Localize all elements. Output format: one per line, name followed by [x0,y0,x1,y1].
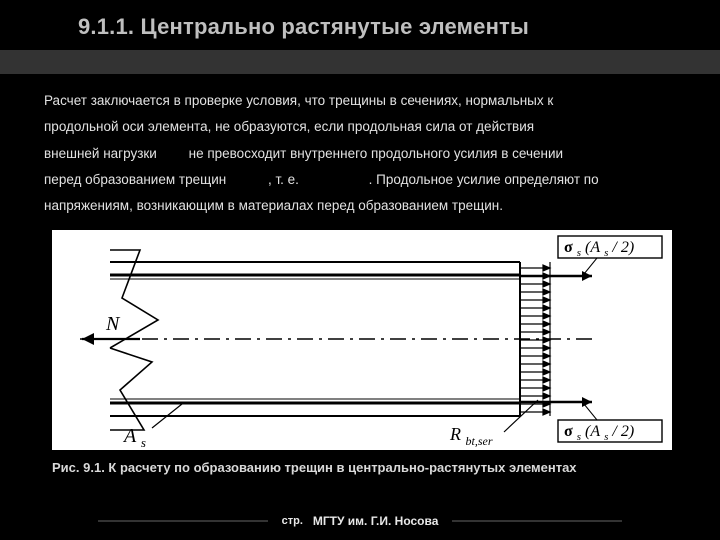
para-line-2: продольной оси элемента, не образуются, … [44,119,534,134]
figure-diagram: N [52,230,672,450]
para-line-1: Расчет заключается в проверке условия, ч… [44,93,553,108]
body-paragraph: Расчет заключается в проверке условия, ч… [0,74,720,230]
figure-caption: Рис. 9.1. К расчету по образованию трещи… [0,450,720,475]
label-N: N [105,313,121,335]
title-underline-bar [0,50,720,74]
para-line-3b: не превосходит внутреннего продольного у… [189,146,563,161]
footer-rule-right [452,520,622,522]
section-title: 9.1.1. Центрально растянутые элементы [0,0,720,50]
para-line-4c: . Продольное усилие определяют по [369,172,599,187]
svg-text:R bt,ser: R bt,ser [449,424,493,448]
footer-rule-left [98,520,268,522]
para-line-4a: перед образованием трещин [44,172,226,187]
para-line-4b: , т. е. [268,172,299,187]
page-footer: стр. МГТУ им. Г.И. Носова [0,514,720,528]
footer-university: МГТУ им. Г.И. Носова [313,514,439,528]
para-line-3a: внешней нагрузки [44,146,157,161]
para-line-5: напряжениям, возникающим в материалах пе… [44,198,503,213]
page-number-prefix: стр. [282,515,303,527]
